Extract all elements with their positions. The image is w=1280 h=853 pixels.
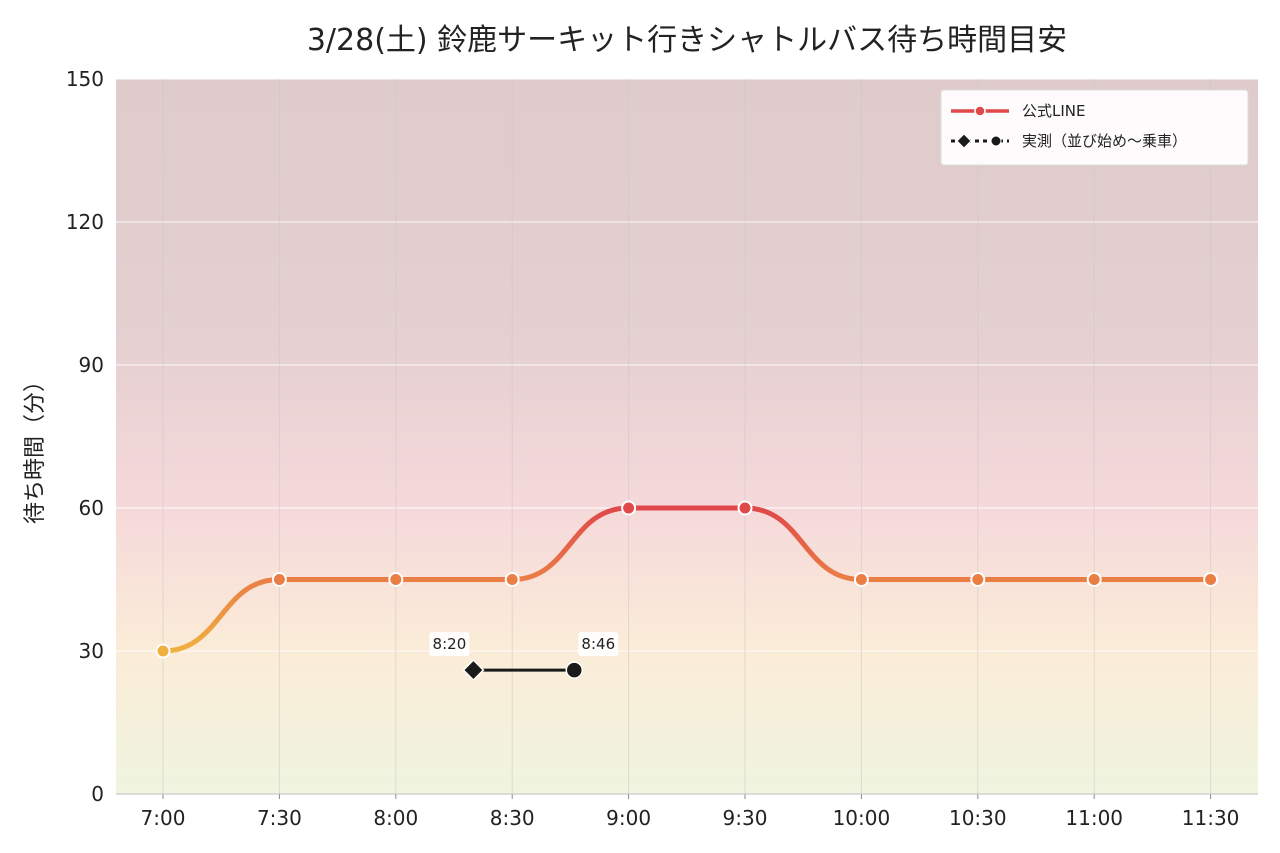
y-tick-label-5: 150 [66, 67, 104, 91]
official-point-9:00 [621, 500, 637, 516]
x-tick-label-0: 7:00 [141, 806, 186, 830]
measured-end-label-box [578, 632, 619, 657]
official-point-8:30 [504, 572, 520, 587]
official-point-9:30 [737, 500, 753, 516]
x-tick-label-9: 11:30 [1182, 806, 1240, 830]
x-axis-ticks: 7:00 7:30 8:00 8:30 9:00 9:30 10:00 10:30 11:00 1… [141, 794, 1240, 830]
x-tick-label-2: 8:00 [373, 806, 418, 830]
measured-end-label: 8:46 [581, 635, 615, 653]
y-axis-label: 待ち時間（分） [23, 370, 48, 524]
x-tick-label-7: 10:30 [949, 806, 1007, 830]
legend-label-official: 公式LINE [1022, 102, 1085, 120]
official-line-path [160, 505, 1214, 654]
measured-start-label-box [429, 632, 470, 657]
x-tick-label-5: 9:30 [723, 806, 768, 830]
legend-box [940, 89, 1249, 166]
official-point-11:00 [1086, 572, 1102, 587]
official-point-7:00 [155, 643, 171, 659]
official-point-11:30 [1203, 572, 1219, 587]
legend: 公式LINE 実測（並び始め〜乗車） [940, 89, 1249, 166]
y-tick-label-0: 0 [91, 782, 104, 806]
y-tick-label-3: 90 [79, 353, 104, 377]
measured-end-circle [565, 661, 584, 679]
x-tick-label-6: 10:00 [833, 806, 891, 830]
official-point-10:30 [970, 572, 986, 587]
y-axis-ticks: 0 30 60 90 120 150 [66, 67, 104, 806]
plot-background [116, 79, 1258, 794]
series-measured: 8:20 8:46 [429, 632, 619, 682]
legend-official-marker [974, 105, 986, 117]
x-tick-label-4: 9:00 [606, 806, 651, 830]
legend-measured-circle [990, 135, 1002, 147]
measured-start-diamond [462, 659, 485, 682]
series-official-line [155, 500, 1219, 659]
official-point-10:00 [853, 572, 869, 587]
x-tick-label-8: 11:00 [1065, 806, 1123, 830]
x-tick-label-1: 7:30 [257, 806, 302, 830]
chart-title: 3/28(土) 鈴鹿サーキット行きシャトルバス待ち時間目安 [307, 23, 1067, 58]
y-tick-label-2: 60 [79, 496, 104, 520]
y-tick-label-1: 30 [79, 639, 104, 663]
official-point-8:00 [388, 572, 404, 587]
y-tick-label-4: 120 [66, 210, 104, 234]
measured-start-label: 8:20 [433, 635, 467, 653]
grid-lines [116, 78, 1258, 795]
legend-label-measured: 実測（並び始め〜乗車） [1022, 132, 1187, 150]
legend-measured-diamond [956, 133, 972, 149]
x-tick-label-3: 8:30 [490, 806, 535, 830]
official-point-7:30 [271, 572, 287, 587]
